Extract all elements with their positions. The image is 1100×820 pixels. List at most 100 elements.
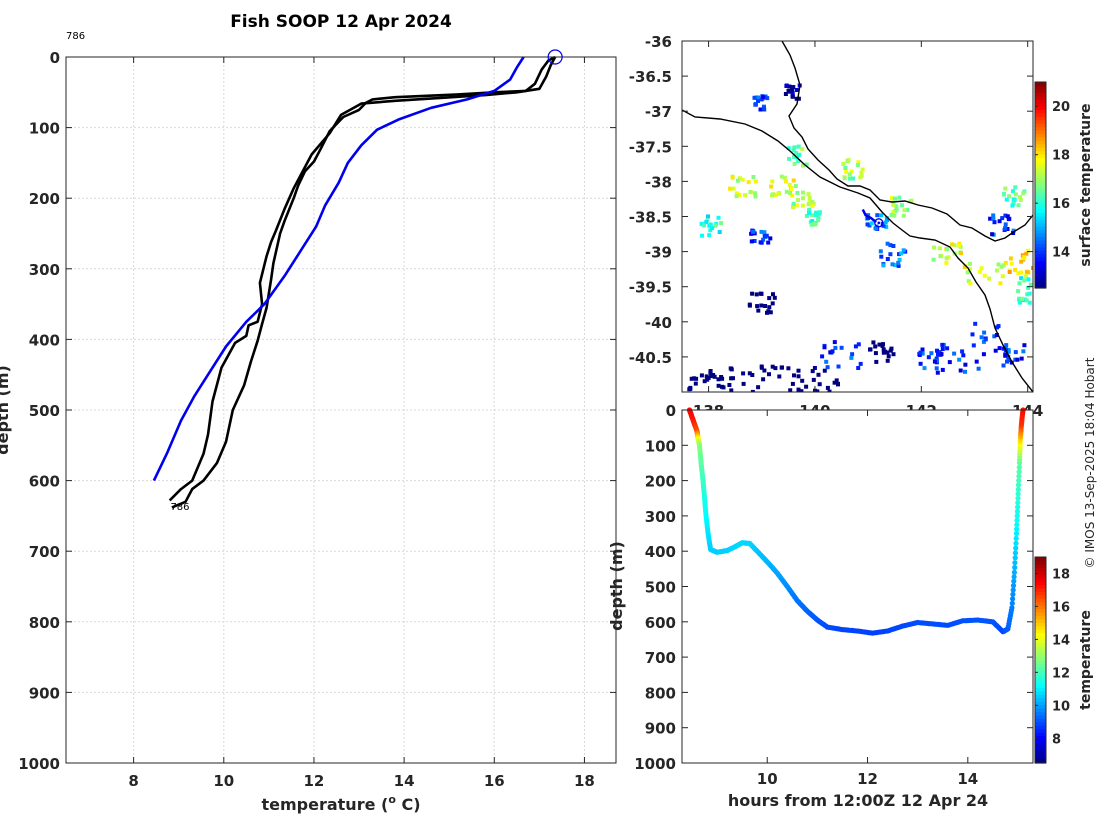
depth-time-points	[686, 407, 1026, 636]
sst-pixel	[748, 190, 753, 194]
sst-pixel	[751, 175, 756, 179]
surface-marker	[547, 49, 563, 65]
sst-pixel	[997, 346, 1002, 351]
chart-title: Fish SOOP 12 Apr 2024	[230, 12, 452, 32]
colorbar-step	[1035, 281, 1046, 286]
colorbar-step	[1035, 728, 1046, 733]
sst-pixel	[765, 96, 770, 101]
sst-pixel	[886, 354, 891, 359]
sst-pixel	[883, 349, 888, 354]
sst-pixel	[1019, 356, 1024, 361]
colorbar-step	[1035, 642, 1046, 647]
sst-pixel	[816, 372, 821, 377]
colorbar-step	[1035, 756, 1046, 761]
sst-pixel	[879, 213, 884, 218]
sst-pixel	[897, 195, 902, 200]
sst-pixel	[856, 160, 861, 165]
colorbar-step	[1035, 205, 1046, 210]
sst-pixel	[770, 301, 775, 306]
data-point	[1010, 596, 1016, 602]
ship-position-marker	[874, 218, 884, 228]
x-tick-label: 8	[128, 772, 138, 790]
sst-pixel	[796, 387, 801, 392]
sst-pixel	[789, 186, 794, 191]
sst-pixel	[901, 248, 906, 253]
dt-y-tick-label: 100	[645, 437, 676, 455]
y-tick-label: 700	[29, 543, 60, 561]
map-y-tick-label: -36.5	[629, 68, 672, 86]
colorbar-step	[1035, 267, 1046, 272]
sst-pixel	[1024, 298, 1029, 303]
sst-pixel	[788, 388, 793, 392]
sst-pixel	[1005, 227, 1010, 231]
sst-pixel	[959, 251, 963, 256]
data-point	[1011, 578, 1017, 584]
sst-pixel	[965, 270, 970, 275]
colorbar-tick-label: 18	[1052, 567, 1070, 582]
colorbar-tick-label: 16	[1052, 600, 1070, 615]
data-point	[1010, 591, 1016, 598]
sst-pixel	[768, 310, 773, 315]
depth-time-plot: 10 12 14 01002003004005006007008009001000 …	[607, 402, 1094, 810]
sst-pixel	[810, 219, 815, 224]
sst-pixel	[1024, 269, 1029, 274]
sst-pixel	[753, 102, 758, 107]
sst-pixel	[996, 324, 1001, 329]
data-point	[1015, 491, 1021, 497]
sst-pixel	[873, 226, 878, 231]
sst-pixel	[706, 214, 710, 219]
sst-pixel	[810, 199, 815, 204]
colorbar-step	[1035, 656, 1046, 661]
sst-pixel	[756, 308, 761, 313]
colorbar-step	[1035, 123, 1046, 128]
sst-pixel	[1002, 192, 1006, 197]
colorbar-step	[1035, 690, 1046, 695]
sst-pixel	[721, 385, 726, 390]
colorbar-step	[1035, 611, 1046, 616]
colorbar-tick-label: 20	[1052, 100, 1070, 115]
sst-pixel	[973, 321, 978, 326]
sst-pixel	[934, 356, 939, 361]
colorbar-tick-label: 12	[1052, 666, 1070, 681]
sst-pixel	[813, 222, 818, 227]
colorbar-step	[1035, 646, 1046, 651]
sst-pixel	[753, 191, 758, 196]
sst-pixel	[1006, 354, 1011, 359]
sst-pixel	[717, 230, 722, 234]
data-point	[1013, 540, 1019, 546]
sst-pixel	[804, 384, 809, 389]
sst-pixel	[875, 213, 880, 218]
data-point	[1013, 530, 1020, 537]
sst-pixel	[800, 203, 805, 208]
profile-y-axis-label: depth (m)	[0, 365, 12, 455]
sst-pixel	[801, 163, 805, 168]
colorbar-step	[1035, 147, 1046, 152]
sst-pixel	[730, 175, 735, 180]
sst-pixel	[1011, 201, 1016, 206]
series-line	[152, 56, 525, 482]
sst-pixel	[844, 170, 849, 174]
sst-pixel	[716, 383, 721, 388]
sst-pixel	[990, 232, 995, 237]
colorbar-step	[1035, 85, 1046, 90]
sst-pixel	[788, 190, 792, 195]
sst-pixel	[716, 377, 721, 382]
data-point	[1015, 500, 1021, 506]
sst-pixel	[897, 257, 902, 262]
sst-pixel	[958, 368, 963, 373]
sst-pixel	[909, 198, 914, 203]
sst-pixel	[963, 369, 967, 374]
sst-pixel	[827, 389, 832, 392]
colorbar-step	[1035, 725, 1046, 730]
sst-pixel	[707, 233, 712, 238]
data-point	[1010, 583, 1017, 589]
data-point	[1013, 535, 1019, 542]
y-tick-label: 1000	[18, 755, 60, 773]
profile-grid	[66, 56, 616, 764]
map-y-tick-label: -39.5	[629, 279, 672, 297]
colorbar-step	[1035, 198, 1046, 203]
colorbar-step	[1035, 157, 1046, 162]
sst-pixel	[1019, 270, 1024, 275]
x-tick-label: 14	[394, 772, 415, 790]
colorbar-step	[1035, 721, 1046, 726]
